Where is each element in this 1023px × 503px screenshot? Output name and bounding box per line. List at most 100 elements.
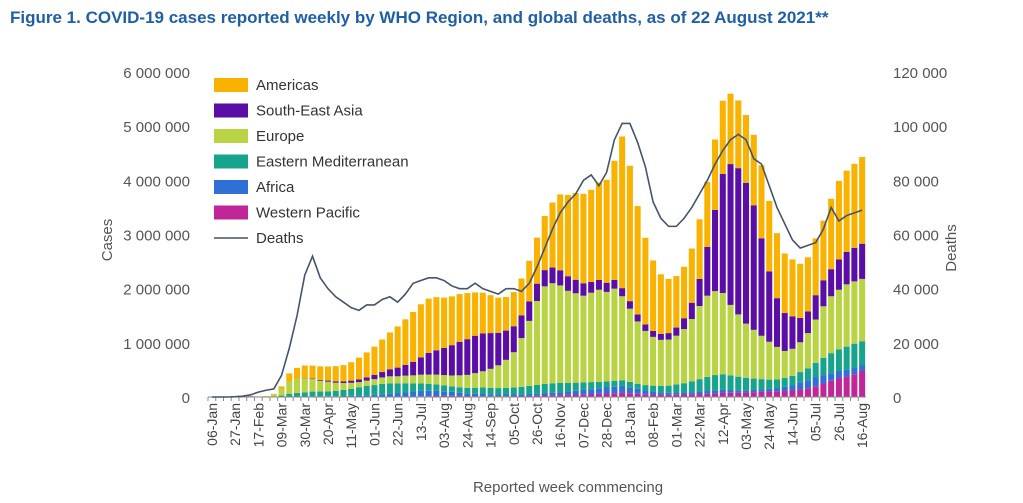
bar-europe-46 bbox=[564, 290, 571, 383]
bar-south-east-asia-33 bbox=[464, 339, 471, 375]
bar-africa-63 bbox=[696, 391, 703, 395]
bar-americas-22 bbox=[379, 339, 386, 373]
bar-europe-32 bbox=[456, 375, 463, 388]
bar-africa-74 bbox=[781, 386, 788, 392]
bar-americas-75 bbox=[789, 259, 796, 317]
bar-africa-32 bbox=[456, 392, 463, 396]
x-tick-label: 06-Jan bbox=[204, 403, 220, 446]
bar-europe-76 bbox=[797, 342, 804, 373]
bar-americas-60 bbox=[673, 276, 680, 328]
bar-south-east-asia-78 bbox=[812, 295, 819, 320]
bar-western-pacific-65 bbox=[712, 393, 719, 397]
bar-eastern-mediterranean-15 bbox=[324, 391, 332, 397]
bar-western-pacific-69 bbox=[742, 392, 750, 397]
bar-africa-20 bbox=[363, 395, 370, 397]
bar-eastern-mediterranean-44 bbox=[549, 383, 556, 393]
x-tick-label: 03-Aug bbox=[436, 403, 452, 448]
y2-tick-label: 40 000 bbox=[893, 282, 939, 299]
bar-africa-55 bbox=[634, 388, 641, 394]
bar-south-east-asia-63 bbox=[696, 278, 703, 306]
bar-africa-46 bbox=[564, 391, 571, 395]
bar-western-pacific-49 bbox=[588, 394, 595, 397]
bar-western-pacific-78 bbox=[812, 386, 819, 397]
bar-western-pacific-70 bbox=[750, 392, 757, 398]
bar-eastern-mediterranean-67 bbox=[727, 375, 734, 390]
bar-south-east-asia-35 bbox=[479, 333, 486, 372]
bar-eastern-mediterranean-51 bbox=[603, 381, 610, 388]
bar-south-east-asia-60 bbox=[673, 327, 680, 336]
bar-eastern-mediterranean-78 bbox=[812, 362, 819, 378]
bar-americas-67 bbox=[727, 93, 734, 165]
bar-americas-18 bbox=[348, 362, 355, 381]
bar-western-pacific-51 bbox=[603, 393, 610, 397]
bar-africa-17 bbox=[340, 395, 347, 397]
bar-africa-43 bbox=[541, 393, 548, 396]
bar-americas-16 bbox=[332, 366, 339, 382]
bar-south-east-asia-18 bbox=[348, 380, 355, 383]
bar-europe-71 bbox=[758, 335, 765, 380]
x-tick-label: 30-Mar bbox=[297, 403, 313, 448]
bar-europe-64 bbox=[704, 295, 711, 377]
bar-western-pacific-71 bbox=[758, 391, 765, 397]
bar-south-east-asia-25 bbox=[402, 364, 409, 376]
bar-eastern-mediterranean-14 bbox=[317, 391, 324, 397]
bar-western-pacific-55 bbox=[634, 393, 641, 397]
bar-americas-31 bbox=[448, 296, 455, 346]
bar-south-east-asia-39 bbox=[510, 326, 517, 353]
bar-africa-61 bbox=[681, 392, 688, 395]
bar-western-pacific-64 bbox=[704, 393, 711, 397]
bar-americas-17 bbox=[340, 365, 347, 382]
bar-africa-68 bbox=[735, 390, 742, 393]
y-tick-label: 5 000 000 bbox=[123, 119, 190, 136]
legend-swatch-africa bbox=[214, 180, 248, 194]
bar-americas-21 bbox=[371, 346, 378, 375]
bar-africa-26 bbox=[410, 391, 417, 397]
bar-europe-41 bbox=[526, 320, 533, 386]
bar-africa-27 bbox=[417, 390, 424, 397]
bar-western-pacific-84 bbox=[859, 371, 866, 397]
bar-western-pacific-67 bbox=[727, 392, 734, 397]
x-tick-label: 09-Mar bbox=[274, 403, 290, 448]
bar-western-pacific-47 bbox=[572, 394, 579, 397]
bar-western-pacific-62 bbox=[688, 394, 695, 397]
bar-africa-36 bbox=[487, 394, 494, 397]
bar-europe-74 bbox=[781, 350, 788, 379]
bar-africa-23 bbox=[386, 393, 393, 397]
bar-americas-30 bbox=[441, 297, 448, 348]
bar-western-pacific-50 bbox=[595, 393, 602, 397]
bar-eastern-mediterranean-62 bbox=[688, 381, 695, 393]
bar-americas-59 bbox=[665, 278, 672, 334]
bar-africa-41 bbox=[526, 394, 533, 396]
bar-western-pacific-45 bbox=[557, 395, 564, 397]
bar-western-pacific-30 bbox=[441, 395, 448, 397]
bar-south-east-asia-84 bbox=[859, 243, 866, 279]
bar-americas-12 bbox=[301, 365, 308, 378]
bar-africa-18 bbox=[348, 395, 355, 397]
x-tick-label: 05-Oct bbox=[506, 403, 522, 445]
bar-africa-31 bbox=[448, 391, 455, 396]
bar-eastern-mediterranean-36 bbox=[487, 387, 494, 395]
bar-eastern-mediterranean-65 bbox=[712, 375, 719, 391]
bar-south-east-asia-66 bbox=[719, 173, 726, 293]
bar-eastern-mediterranean-63 bbox=[696, 379, 703, 392]
bar-americas-38 bbox=[503, 297, 510, 331]
bar-americas-71 bbox=[758, 165, 765, 239]
bar-eastern-mediterranean-49 bbox=[588, 382, 595, 390]
bar-eastern-mediterranean-33 bbox=[464, 387, 471, 394]
bar-africa-79 bbox=[820, 375, 827, 384]
bar-south-east-asia-37 bbox=[495, 332, 502, 366]
y-tick-label: 1 000 000 bbox=[123, 336, 190, 353]
bar-western-pacific-60 bbox=[673, 394, 680, 397]
bar-africa-77 bbox=[804, 380, 811, 389]
bar-europe-31 bbox=[448, 375, 455, 387]
bar-americas-24 bbox=[394, 326, 401, 368]
bar-americas-49 bbox=[588, 189, 595, 282]
bar-western-pacific-75 bbox=[789, 390, 796, 397]
bar-americas-11 bbox=[294, 367, 301, 379]
bar-americas-54 bbox=[626, 165, 633, 302]
legend-label: South-East Asia bbox=[256, 103, 363, 120]
x-tick-label: 05-Jul bbox=[808, 403, 824, 441]
bar-americas-45 bbox=[557, 194, 564, 271]
bar-south-east-asia-14 bbox=[317, 379, 324, 381]
bar-europe-57 bbox=[650, 336, 657, 386]
